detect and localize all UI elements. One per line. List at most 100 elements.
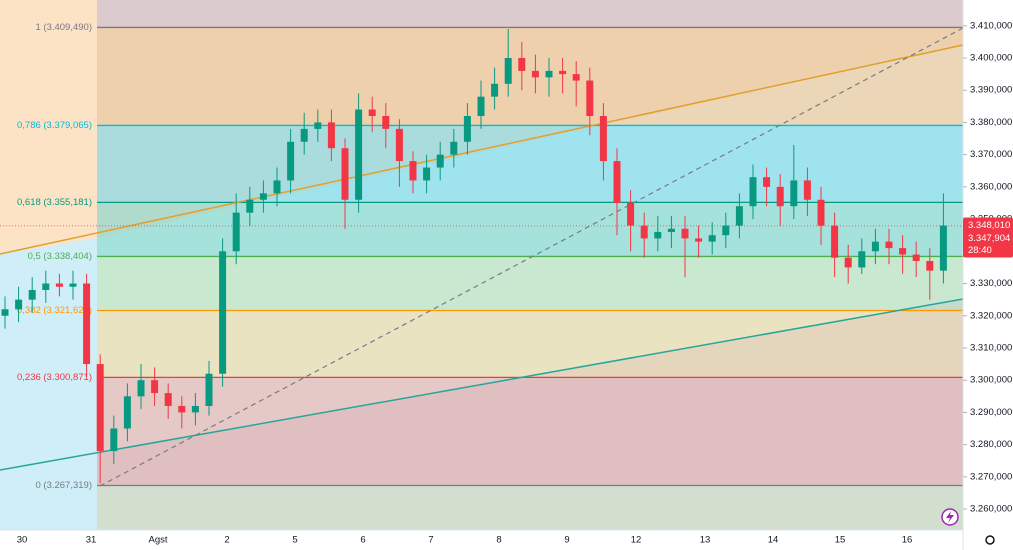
fib-level-label: 0,618 (3.355,181) xyxy=(17,197,92,208)
alert-icon-bolt xyxy=(946,511,954,523)
x-tick-label: 13 xyxy=(700,535,711,546)
x-tick-label: 12 xyxy=(631,535,642,546)
candle-body xyxy=(545,70,553,78)
price-axis xyxy=(963,0,1013,550)
candle-body xyxy=(450,141,458,155)
candle-body xyxy=(55,283,63,287)
y-tick-label: 3.370,000 xyxy=(970,149,1012,160)
x-tick-label: 30 xyxy=(17,535,28,546)
x-tick-label: 2 xyxy=(224,535,229,546)
candle-body xyxy=(599,115,607,162)
candle-body xyxy=(219,251,227,374)
axes: 3.410,000 3.400,000 3.390,000 3.380,000 3.37… xyxy=(17,20,1013,546)
candle-body xyxy=(871,241,879,252)
y-tick-label: 3.410,000 xyxy=(970,20,1012,31)
candle-body xyxy=(831,225,839,258)
candle-body xyxy=(572,74,580,81)
candle-body xyxy=(763,177,771,187)
candle-body xyxy=(409,161,417,181)
candle-body xyxy=(96,364,104,452)
candle-body xyxy=(695,238,703,242)
candle-body xyxy=(69,283,77,287)
candle-body xyxy=(28,289,36,300)
candle-body xyxy=(123,396,131,429)
candle-body xyxy=(586,80,594,116)
price-tag-last: 3.347,904 xyxy=(968,233,1010,244)
candle-body xyxy=(463,115,471,142)
candle-body xyxy=(654,231,662,239)
y-tick-label: 3.360,000 xyxy=(970,181,1012,192)
y-tick-label: 3.300,000 xyxy=(970,375,1012,386)
y-tick-label: 3.330,000 xyxy=(970,278,1012,289)
candle-body xyxy=(477,96,485,116)
channel-upper-zone xyxy=(97,0,963,238)
candle-body xyxy=(491,83,499,97)
fib-zone xyxy=(97,377,963,486)
y-tick-label: 3.320,000 xyxy=(970,310,1012,321)
price-tag-bid: 3.348,010 xyxy=(968,220,1010,231)
candle-body xyxy=(899,248,907,255)
candle-body xyxy=(912,254,920,261)
candle-body xyxy=(164,393,172,406)
fib-level-label: 0 (3.267,319) xyxy=(35,480,92,491)
candle-body xyxy=(844,257,852,268)
y-tick-label: 3.280,000 xyxy=(970,439,1012,450)
fib-level-label: 0,786 (3.379,065) xyxy=(17,120,92,131)
candle-body xyxy=(749,177,757,207)
candle-body xyxy=(1,309,9,316)
fib-trend-line xyxy=(99,27,964,487)
y-tick-label: 3.390,000 xyxy=(970,85,1012,96)
settings-icon[interactable] xyxy=(985,535,995,545)
candle-body xyxy=(15,299,23,310)
candle-body xyxy=(803,180,811,200)
candle-body xyxy=(191,405,199,413)
trend-line-upper xyxy=(0,44,964,255)
candle-body xyxy=(178,405,186,413)
candle-body xyxy=(368,109,376,116)
x-tick-label: 9 xyxy=(564,535,569,546)
fib-zone xyxy=(97,310,963,378)
x-tick-label: 31 xyxy=(86,535,97,546)
candles xyxy=(0,28,963,484)
candle-body xyxy=(151,380,159,394)
candle-body xyxy=(939,225,947,271)
candle-body xyxy=(681,228,689,239)
candle-body xyxy=(259,193,267,200)
x-tick-label: Agst xyxy=(148,535,167,546)
y-tick-label: 3.310,000 xyxy=(970,342,1012,353)
candle-body xyxy=(722,225,730,236)
candle-body xyxy=(287,141,295,181)
candle-body xyxy=(926,260,934,271)
candle-body xyxy=(559,70,567,75)
candle-body xyxy=(314,122,322,129)
fib-level-label: 1 (3.409,490) xyxy=(35,22,92,33)
candle-body xyxy=(232,212,240,252)
trend-line-lower xyxy=(0,298,964,471)
fib-level-label: 0,5 (3.338,404) xyxy=(28,251,92,262)
candle-body xyxy=(137,380,145,397)
candle-body xyxy=(504,57,512,84)
candle-body xyxy=(885,241,893,249)
candle-body xyxy=(817,199,825,226)
y-tick-label: 3.400,000 xyxy=(970,53,1012,64)
x-tick-label: 6 xyxy=(360,535,365,546)
candle-body xyxy=(355,109,363,200)
candle-body xyxy=(735,206,743,226)
fib-zone xyxy=(97,256,963,311)
y-tick-label: 3.290,000 xyxy=(970,407,1012,418)
fib-zone xyxy=(97,0,963,28)
candle-body xyxy=(341,148,349,200)
candle-body xyxy=(708,235,716,242)
price-tag-countdown: 28:40 xyxy=(968,245,992,256)
fib-level-label: 0,236 (3.300,871) xyxy=(17,372,92,383)
candle-body xyxy=(205,373,213,406)
candle-body xyxy=(531,70,539,78)
x-tick-label: 14 xyxy=(768,535,779,546)
y-tick-label: 3.270,000 xyxy=(970,471,1012,482)
candle-body xyxy=(776,186,784,207)
candle-body xyxy=(613,161,621,203)
candle-body xyxy=(246,199,254,213)
candle-body xyxy=(110,428,118,452)
candle-body xyxy=(640,225,648,239)
